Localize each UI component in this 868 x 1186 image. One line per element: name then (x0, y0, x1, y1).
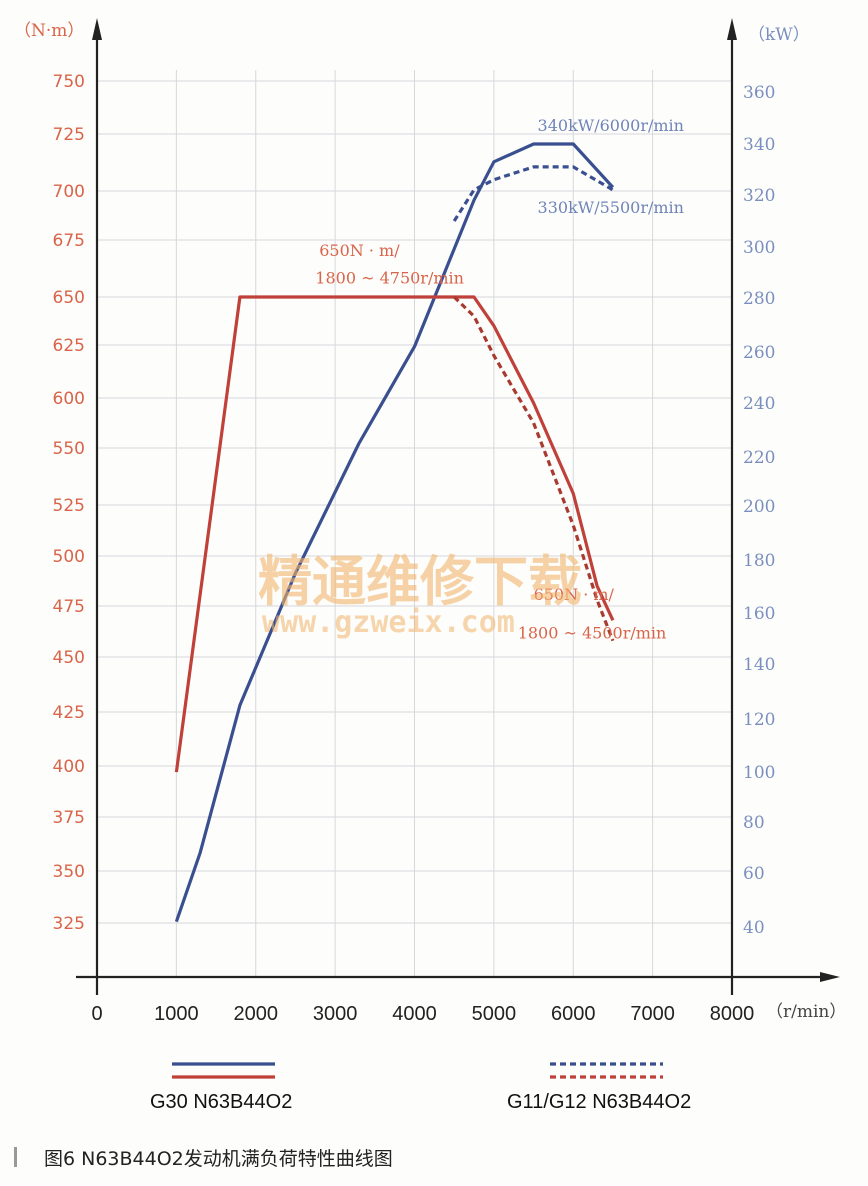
right-tick-label: 200 (743, 497, 775, 517)
series-line-power-dashed (452, 165, 614, 222)
left-tick-label: 400 (53, 757, 85, 777)
x-tick-label: 8000 (710, 1003, 755, 1025)
right-axis-arrow (727, 18, 737, 40)
right-tick-label: 180 (743, 551, 775, 571)
series-line-torque-solid (174, 295, 615, 773)
annotation-label: 340kW/6000r/min (538, 116, 684, 135)
x-tick-label: 1000 (154, 1003, 199, 1025)
left-tick-label: 750 (53, 72, 85, 92)
left-axis-unit: （N·m） (14, 21, 84, 41)
right-tick-label: 260 (743, 343, 775, 363)
right-tick-label: 120 (743, 710, 775, 730)
annotation-label: 1800 ~ 4750r/min (315, 268, 464, 287)
x-axis-arrow (820, 972, 840, 982)
annotation-label: 650N · m/ (319, 241, 400, 260)
right-tick-label: 320 (743, 186, 775, 206)
right-tick-label: 300 (743, 238, 775, 258)
x-axis-unit: （r/min） (766, 1002, 846, 1022)
x-tick-label: 0 (91, 1003, 102, 1025)
axes (76, 18, 840, 995)
right-tick-label: 40 (743, 918, 765, 938)
annotation-label: 330kW/5500r/min (538, 198, 684, 217)
left-tick-label: 625 (53, 336, 85, 356)
annotation-label: 1800 ~ 4500r/min (518, 624, 667, 643)
right-tick-label: 160 (743, 604, 775, 624)
right-tick-label: 140 (743, 655, 775, 675)
right-axis-unit: （kW） (748, 25, 810, 45)
left-tick-label: 675 (53, 231, 85, 251)
right-tick-label: 280 (743, 289, 775, 309)
annotations: 340kW/6000r/min 330kW/5500r/min 650N · m/1… (315, 116, 684, 643)
left-tick-label: 450 (53, 648, 85, 668)
legend-label: G11/G12 N63B44O2 (507, 1091, 691, 1113)
caption-text: 图6 N63B44O2发动机满负荷特性曲线图 (44, 1148, 393, 1170)
legend: G30 N63B44O2 G11/G12 N63B44O2 (150, 1062, 691, 1113)
left-tick-label: 550 (53, 439, 85, 459)
series-lines (174, 142, 615, 923)
right-tick-label: 360 (743, 83, 775, 103)
left-axis-arrow (92, 18, 102, 40)
x-tick-label: 6000 (551, 1003, 596, 1025)
left-tick-label: 725 (53, 125, 85, 145)
left-tick-label: 650 (53, 288, 85, 308)
left-tick-label: 425 (53, 703, 85, 723)
left-tick-label: 475 (53, 597, 85, 617)
right-axis-ticks: 360 340 320 300 280 260 240 220 200 180 160 140 120 1… (743, 83, 775, 938)
x-tick-label: 7000 (630, 1003, 675, 1025)
left-tick-label: 375 (53, 808, 85, 828)
annotation-label: 650N · m/ (534, 585, 615, 604)
watermark-url: www.gzweix.com (262, 605, 515, 640)
right-tick-label: 80 (743, 813, 765, 833)
left-tick-label: 325 (53, 914, 85, 934)
right-tick-label: 220 (743, 448, 775, 468)
right-tick-label: 240 (743, 394, 775, 414)
x-tick-label: 2000 (234, 1003, 279, 1025)
x-axis-ticks: 0 1000 2000 3000 4000 5000 6000 7000 8000 (91, 1003, 754, 1025)
grid (97, 70, 732, 977)
x-tick-label: 4000 (392, 1003, 437, 1025)
left-axis-ticks: 750 725 700 675 650 625 600 550 525 500 475 450 425 4… (53, 72, 85, 934)
left-tick-label: 700 (53, 182, 85, 202)
watermark: 精通维修下载 www.gzweix.com (258, 550, 582, 640)
right-tick-label: 100 (743, 763, 775, 783)
x-tick-label: 5000 (472, 1003, 517, 1025)
series-line-power-solid (174, 142, 615, 923)
right-tick-label: 340 (743, 135, 775, 155)
left-tick-label: 350 (53, 862, 85, 882)
left-tick-label: 500 (53, 547, 85, 567)
left-tick-label: 600 (53, 389, 85, 409)
caption: 图6 N63B44O2发动机满负荷特性曲线图 (14, 1147, 393, 1170)
watermark-text: 精通维修下载 (258, 550, 582, 613)
legend-label: G30 N63B44O2 (150, 1091, 292, 1113)
caption-bar (14, 1147, 17, 1167)
right-tick-label: 60 (743, 864, 765, 884)
x-tick-label: 3000 (313, 1003, 358, 1025)
left-tick-label: 525 (53, 496, 85, 516)
